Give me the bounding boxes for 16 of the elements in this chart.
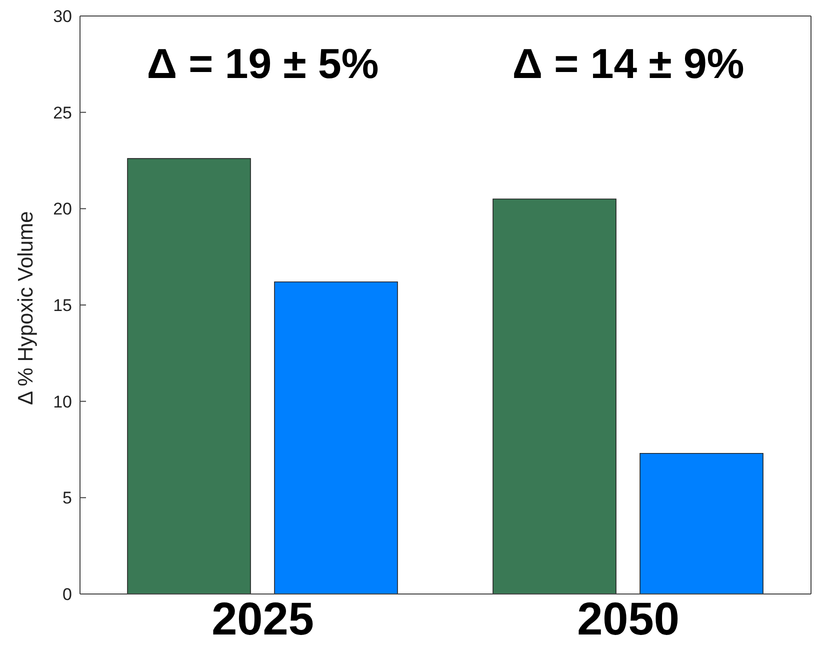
bar [640,452,764,594]
y-tick-label: 0 [62,585,72,604]
y-tick-label: 5 [62,488,72,508]
annotation: Δ = 14 ± 9% [511,40,746,88]
bar [127,158,251,594]
y-tick-label: 20 [53,200,72,219]
x-tick-label: 2025 [212,592,314,645]
y-tick-label: 10 [53,392,72,412]
y-tick-label: 25 [53,103,72,122]
x-tick-label: 2050 [577,592,680,645]
bar [492,198,616,594]
y-axis-title: Δ % Hypoxic Volume [14,211,38,405]
bar [274,281,398,594]
annotation: Δ = 19 ± 5% [146,40,380,88]
y-tick-label: 30 [53,7,72,26]
y-tick-label: 15 [53,296,72,316]
